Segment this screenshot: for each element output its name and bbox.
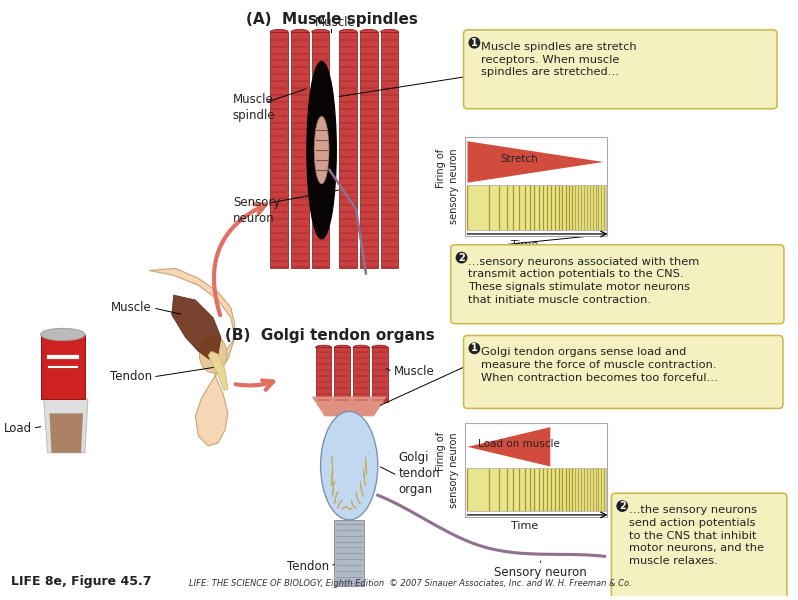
Polygon shape <box>468 141 603 182</box>
Ellipse shape <box>41 328 85 341</box>
Text: Stretch: Stretch <box>500 154 538 164</box>
Text: 1: 1 <box>471 38 478 47</box>
Text: Load on muscle: Load on muscle <box>478 439 559 449</box>
Text: LIFE 8e, Figure 45.7: LIFE 8e, Figure 45.7 <box>11 575 152 588</box>
Bar <box>316 347 331 401</box>
Circle shape <box>456 251 468 263</box>
Bar <box>312 32 330 268</box>
Ellipse shape <box>314 116 329 184</box>
Polygon shape <box>49 413 83 453</box>
Ellipse shape <box>321 412 377 520</box>
Bar <box>467 185 606 230</box>
FancyBboxPatch shape <box>611 493 787 599</box>
Text: Sensory
neuron: Sensory neuron <box>233 196 280 226</box>
Bar <box>354 347 369 401</box>
FancyBboxPatch shape <box>451 245 784 323</box>
Text: Muscle: Muscle <box>393 365 434 379</box>
Text: Tendon: Tendon <box>287 560 330 572</box>
Ellipse shape <box>312 29 330 34</box>
Text: Golgi
tendon
organ: Golgi tendon organ <box>398 451 440 496</box>
Bar <box>271 32 288 268</box>
Ellipse shape <box>354 345 369 350</box>
FancyBboxPatch shape <box>464 335 783 409</box>
Text: (B)  Golgi tendon organs: (B) Golgi tendon organs <box>224 328 434 343</box>
FancyBboxPatch shape <box>464 30 777 109</box>
Bar <box>464 137 607 236</box>
Ellipse shape <box>271 29 288 34</box>
Bar <box>372 347 388 401</box>
Circle shape <box>616 500 628 512</box>
Text: 1: 1 <box>471 343 478 353</box>
Ellipse shape <box>291 29 309 34</box>
Ellipse shape <box>334 345 350 350</box>
Bar <box>464 423 607 517</box>
Circle shape <box>468 343 480 354</box>
Bar <box>334 520 364 586</box>
Text: Muscle: Muscle <box>315 16 356 29</box>
Bar <box>467 469 606 511</box>
Polygon shape <box>208 351 228 391</box>
Text: Time: Time <box>511 240 538 250</box>
Polygon shape <box>468 427 551 467</box>
Ellipse shape <box>381 29 398 34</box>
Circle shape <box>468 37 480 49</box>
Text: Time: Time <box>511 521 538 531</box>
Polygon shape <box>312 397 387 416</box>
Bar <box>41 335 85 398</box>
Ellipse shape <box>372 345 388 350</box>
Text: Tendon: Tendon <box>110 370 152 383</box>
Text: …sensory neurons associated with them
transmit action potentials to the CNS.
The: …sensory neurons associated with them tr… <box>468 257 700 305</box>
Text: Golgi tendon organs sense load and
measure the force of muscle contraction.
When: Golgi tendon organs sense load and measu… <box>481 347 718 383</box>
Text: Load: Load <box>4 422 32 434</box>
Text: Firing of
sensory neuron: Firing of sensory neuron <box>437 432 459 508</box>
Bar <box>360 32 377 268</box>
Text: LIFE: THE SCIENCE OF BIOLOGY, Eighth Edition  © 2007 Sinauer Associates, Inc. an: LIFE: THE SCIENCE OF BIOLOGY, Eighth Edi… <box>189 579 632 588</box>
Text: Muscle
spindle: Muscle spindle <box>233 93 275 122</box>
Ellipse shape <box>339 29 357 34</box>
Polygon shape <box>172 295 221 359</box>
Text: Firing of
sensory neuron: Firing of sensory neuron <box>437 149 459 224</box>
Bar <box>334 347 350 401</box>
Text: Muscle spindles are stretch
receptors. When muscle
spindles are stretched…: Muscle spindles are stretch receptors. W… <box>481 42 637 77</box>
Bar <box>339 32 357 268</box>
Ellipse shape <box>306 61 337 239</box>
Bar <box>291 32 309 268</box>
Ellipse shape <box>316 345 331 350</box>
Bar <box>381 32 398 268</box>
Text: 2: 2 <box>458 253 465 263</box>
Text: 2: 2 <box>619 501 626 511</box>
Text: Sensory neuron: Sensory neuron <box>494 566 587 579</box>
Ellipse shape <box>200 335 227 373</box>
Text: Muscle: Muscle <box>111 301 152 314</box>
Ellipse shape <box>360 29 377 34</box>
Polygon shape <box>149 268 235 446</box>
Text: (A)  Muscle spindles: (A) Muscle spindles <box>246 12 417 27</box>
Polygon shape <box>44 398 88 453</box>
Text: …the sensory neurons
send action potentials
to the CNS that inhibit
motor neuron: …the sensory neurons send action potenti… <box>629 505 764 566</box>
